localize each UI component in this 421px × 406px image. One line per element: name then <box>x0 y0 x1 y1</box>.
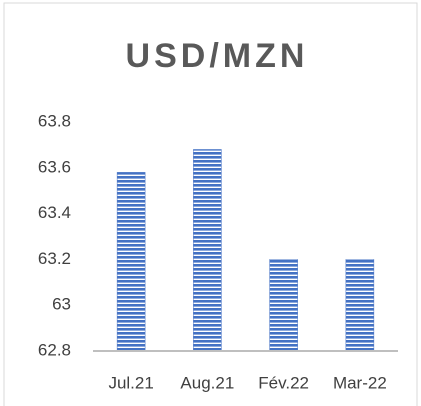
bar <box>269 259 298 352</box>
y-tick-label: 63.2 <box>38 249 71 268</box>
y-tick-label: 63 <box>52 295 71 314</box>
bar <box>345 259 375 352</box>
y-tick-label: 63.6 <box>38 157 71 176</box>
x-tick-label: Aug.21 <box>180 373 234 392</box>
chart-border <box>3 2 418 406</box>
y-tick-label: 63.8 <box>38 111 71 130</box>
x-tick-label: Jul.21 <box>108 373 153 392</box>
x-tick-label: Mar-22 <box>333 373 387 392</box>
bar <box>193 149 222 352</box>
y-tick-label: 62.8 <box>38 340 71 359</box>
y-tick-label: 63.4 <box>38 203 71 222</box>
x-tick-label: Fév.22 <box>258 373 309 392</box>
chart-title: USD/MZN <box>126 37 309 75</box>
bar <box>116 172 146 352</box>
